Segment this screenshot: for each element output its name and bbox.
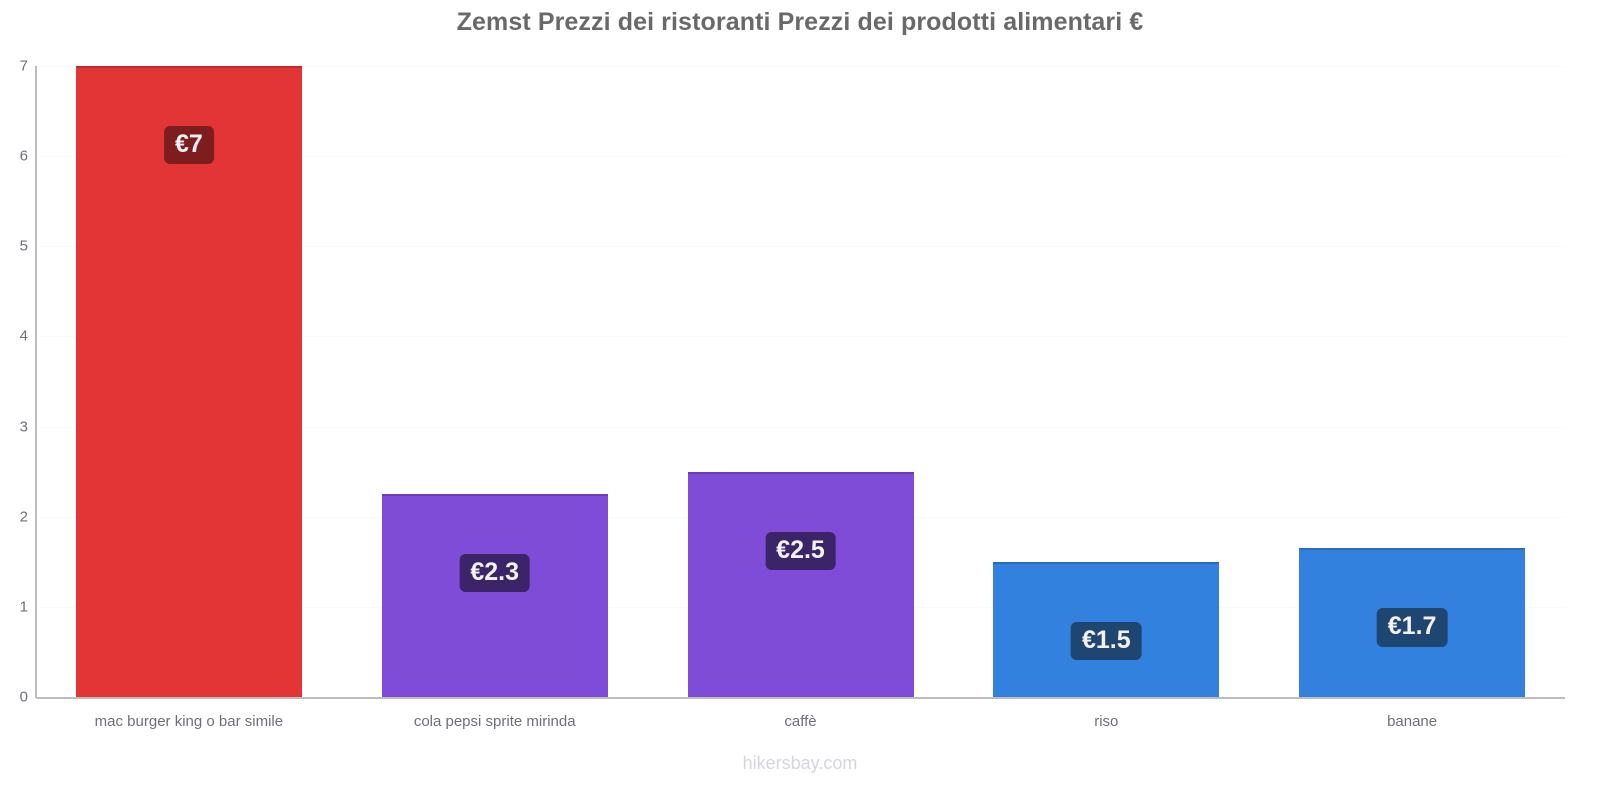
bar[interactable]	[381, 494, 608, 697]
bar-value-label: €2.3	[459, 554, 531, 593]
chart-title: Zemst Prezzi dei ristoranti Prezzi dei p…	[456, 8, 1144, 36]
gridline	[36, 336, 1565, 338]
x-axis-tick-label: banane	[1387, 713, 1438, 730]
y-axis-tick-label: 4	[19, 327, 28, 345]
x-axis-tick-label: caffè	[784, 713, 817, 730]
plot-area	[36, 66, 1565, 697]
x-axis-tick-label: riso	[1094, 713, 1119, 730]
y-axis-tick-label: 0	[19, 688, 28, 706]
bar[interactable]	[75, 66, 302, 697]
gridline	[36, 246, 1565, 248]
y-axis-tick-label: 1	[19, 598, 28, 616]
x-axis-line	[36, 697, 1565, 699]
x-axis-tick-label: mac burger king o bar simile	[94, 713, 284, 730]
y-axis-tick-labels: 0 1 2 3 4 5 6 7	[0, 58, 28, 706]
bar-value-label: €2.5	[765, 531, 836, 570]
bar[interactable]	[687, 471, 914, 697]
gridline	[36, 426, 1565, 428]
y-axis-line	[35, 66, 37, 698]
y-axis-tick-label: 2	[19, 508, 28, 526]
gridline	[36, 66, 1565, 67]
y-axis-tick-label: 6	[19, 147, 28, 165]
bar-value-label: €1.5	[1070, 621, 1142, 661]
footer-watermark: hikersbay.com	[742, 753, 858, 773]
y-axis-tick-label: 5	[19, 237, 28, 255]
y-axis-tick-label: 3	[19, 418, 28, 436]
bar-value-label: €1.7	[1376, 608, 1448, 647]
x-axis-tick-label: cola pepsi sprite mirinda	[413, 713, 576, 730]
y-axis-tick-label: 7	[19, 57, 28, 75]
bar-value-label: €7	[163, 126, 214, 165]
gridline	[36, 156, 1565, 158]
